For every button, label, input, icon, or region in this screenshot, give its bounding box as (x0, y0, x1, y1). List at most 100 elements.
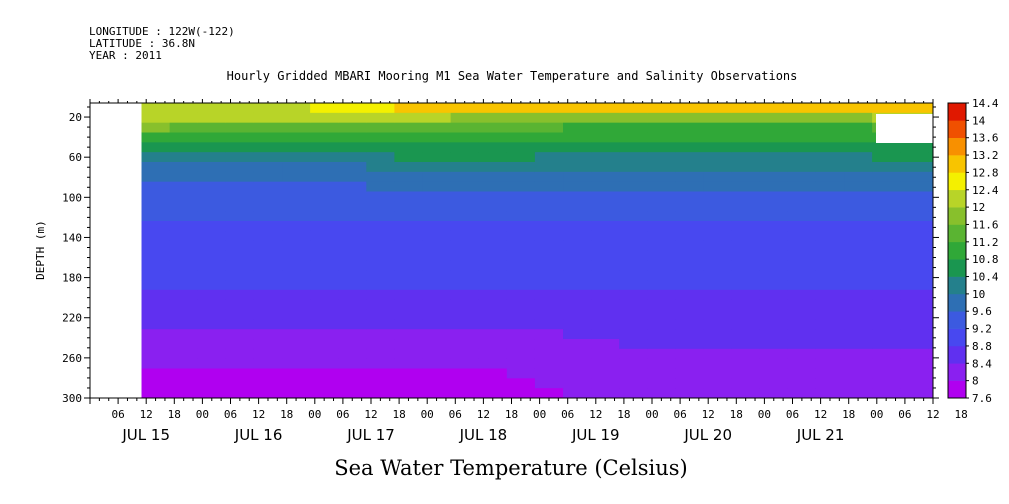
heat-cell (506, 142, 536, 153)
heat-cell (169, 152, 199, 163)
heat-cell (815, 171, 845, 183)
heat-cell (534, 211, 564, 222)
heat-cell (366, 368, 395, 379)
x-hour-label: 06 (336, 408, 349, 421)
heat-cell (619, 368, 648, 379)
heat-cell (591, 152, 620, 163)
x-hour-label: 12 (140, 408, 153, 421)
heat-cell (394, 211, 424, 222)
heat-cell (141, 181, 171, 192)
heat-cell (872, 142, 901, 153)
heat-cell (844, 240, 873, 251)
heat-cell (900, 191, 929, 202)
heat-cell (619, 132, 648, 143)
heat-cell (534, 319, 564, 330)
heat-cell (675, 339, 705, 350)
heat-cell (450, 103, 480, 114)
heat-cell (169, 201, 199, 212)
heat-cell (506, 132, 536, 143)
heat-cell (253, 309, 283, 320)
heat-cell (366, 162, 395, 173)
heat-cell (872, 358, 901, 369)
heat-cell (422, 358, 452, 369)
heat-cell (338, 368, 367, 379)
x-day-label: JUL 21 (796, 426, 845, 444)
heat-cell (928, 211, 933, 222)
y-tick-label: 100 (62, 191, 82, 204)
heat-cell (506, 211, 536, 222)
heat-cell (310, 299, 339, 310)
heat-cell (759, 201, 789, 212)
heat-cell (591, 112, 620, 124)
heat-cell (675, 171, 705, 183)
colorbar-swatch (948, 155, 966, 173)
heat-cell (366, 152, 395, 163)
heat-cell (675, 221, 705, 232)
y-tick-label: 260 (62, 352, 82, 365)
heat-cell (787, 142, 817, 153)
heat-cell (928, 191, 933, 202)
heat-cell (225, 378, 255, 389)
heat-cell (282, 319, 311, 330)
colorbar-swatch (948, 120, 966, 139)
heat-cell (703, 112, 733, 124)
heat-cell (563, 270, 592, 281)
heat-cell (141, 348, 171, 360)
heat-cell (787, 162, 817, 173)
heat-cell (815, 250, 845, 261)
heat-cell (450, 329, 480, 340)
heat-cell (338, 339, 367, 350)
x-hour-label: 00 (758, 408, 771, 421)
heat-cell (394, 142, 424, 153)
heat-cell (675, 181, 705, 192)
heat-cell (591, 142, 620, 153)
heat-cell (225, 348, 255, 360)
heat-cell (253, 132, 283, 143)
heat-cell (815, 191, 845, 202)
heat-cell (815, 260, 845, 271)
heat-cell (310, 289, 339, 301)
heat-cell (815, 368, 845, 379)
heat-cell (675, 388, 705, 398)
heat-cell (366, 339, 395, 350)
heat-cell (703, 211, 733, 222)
heat-cell (591, 348, 620, 360)
heat-cell (366, 171, 395, 183)
x-day-label: JUL 18 (459, 426, 508, 444)
heat-cell (478, 309, 508, 320)
heat-cell (619, 280, 648, 291)
heat-cell (591, 240, 620, 251)
heat-cell (815, 388, 845, 398)
heat-cell (731, 103, 761, 114)
heat-cell (900, 309, 929, 320)
heat-cell (310, 211, 339, 222)
heat-cell (506, 181, 536, 192)
heat-cell (478, 142, 508, 153)
heat-cell (872, 103, 901, 114)
heat-cell (169, 309, 199, 320)
heat-cell (422, 270, 452, 281)
heat-cell (422, 289, 452, 301)
heat-cell (928, 230, 933, 242)
heat-cell (478, 299, 508, 310)
heat-cell (141, 280, 171, 291)
heat-cell (900, 181, 929, 192)
heat-cell (900, 260, 929, 271)
heat-cell (591, 260, 620, 271)
heat-cell (366, 211, 395, 222)
heat-cell (844, 358, 873, 369)
heat-cell (282, 221, 311, 232)
heat-cell (844, 329, 873, 340)
heat-cell (647, 191, 676, 202)
heat-cell (338, 152, 367, 163)
heat-cell (619, 260, 648, 271)
heat-cell (366, 250, 395, 261)
heat-cell (675, 191, 705, 202)
heat-cell (647, 299, 676, 310)
heat-cell (675, 211, 705, 222)
heat-cell (366, 378, 395, 389)
longitude-label: LONGITUDE : 122W(-122) (89, 25, 235, 38)
heat-cell (787, 289, 817, 301)
heat-cell (787, 329, 817, 340)
heat-cell (366, 103, 395, 114)
